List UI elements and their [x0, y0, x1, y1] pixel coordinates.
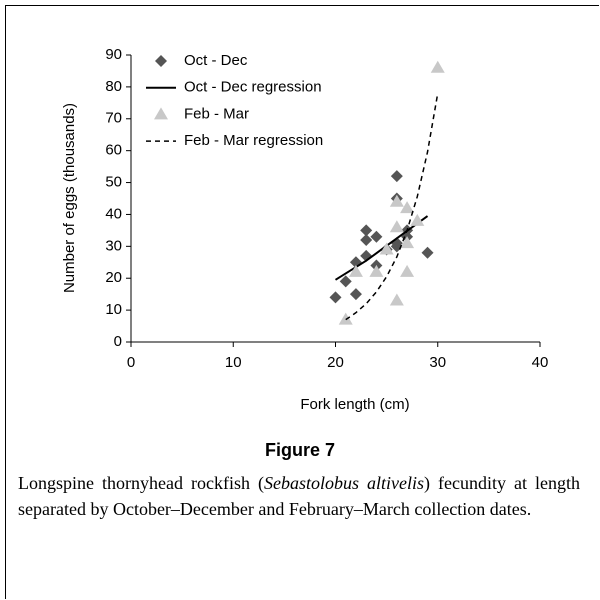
data-point — [379, 242, 394, 255]
data-point — [400, 236, 415, 249]
y-tick-label: 0 — [114, 333, 122, 350]
legend-marker — [154, 107, 168, 120]
x-tick-label: 30 — [429, 354, 446, 371]
y-tick-label: 10 — [105, 301, 122, 318]
figure-frame — [5, 5, 599, 599]
data-point — [400, 201, 415, 214]
data-point — [410, 213, 425, 226]
regression-line — [334, 215, 429, 281]
y-tick-label: 70 — [105, 110, 122, 127]
data-point — [389, 194, 404, 207]
legend-label: Oct - Dec — [184, 52, 248, 69]
legend-label: Oct - Dec regression — [184, 79, 322, 96]
y-tick-label: 60 — [105, 142, 122, 159]
y-tick-label: 80 — [105, 78, 122, 95]
x-tick-label: 0 — [127, 354, 135, 371]
x-tick-label: 40 — [532, 354, 549, 371]
legend-label: Feb - Mar — [184, 105, 249, 122]
data-point — [329, 291, 342, 304]
y-tick-label: 90 — [105, 46, 122, 63]
y-tick-label: 50 — [105, 174, 122, 191]
chart: Fork length (cm) Number of eggs (thousan… — [61, 46, 549, 413]
data-point — [348, 264, 363, 277]
x-tick-label: 10 — [225, 354, 242, 371]
caption: Longspine thornyhead rockfish (Sebastolo… — [18, 470, 580, 522]
data-point — [430, 60, 445, 73]
x-axis-label: Fork length (cm) — [300, 396, 409, 413]
data-point — [338, 312, 353, 325]
figure-label: Figure 7 — [264, 440, 335, 460]
legend-marker — [155, 55, 167, 67]
data-point — [389, 220, 404, 233]
data-point — [370, 230, 383, 243]
regression-line — [345, 93, 439, 321]
data-point — [389, 293, 404, 306]
caption-text: ) fecundity at length separated by Octob… — [18, 473, 580, 519]
y-tick-label: 40 — [105, 205, 122, 222]
y-axis-label: Number of eggs (thousands) — [61, 103, 78, 293]
legend-label: Feb - Mar regression — [184, 132, 323, 149]
data-point — [339, 275, 352, 288]
data-point — [360, 233, 373, 246]
y-tick-label: 20 — [105, 269, 122, 286]
data-point — [421, 246, 434, 259]
data-point — [390, 170, 403, 183]
data-point — [360, 224, 373, 237]
data-point — [400, 264, 415, 277]
y-tick-label: 30 — [105, 237, 122, 254]
caption-italic: Sebastolobus altivelis — [263, 473, 424, 493]
data-point — [349, 288, 362, 301]
x-tick-label: 20 — [327, 354, 344, 371]
caption-text: Longspine thornyhead rockfish ( — [18, 473, 264, 493]
data-point — [369, 264, 384, 277]
